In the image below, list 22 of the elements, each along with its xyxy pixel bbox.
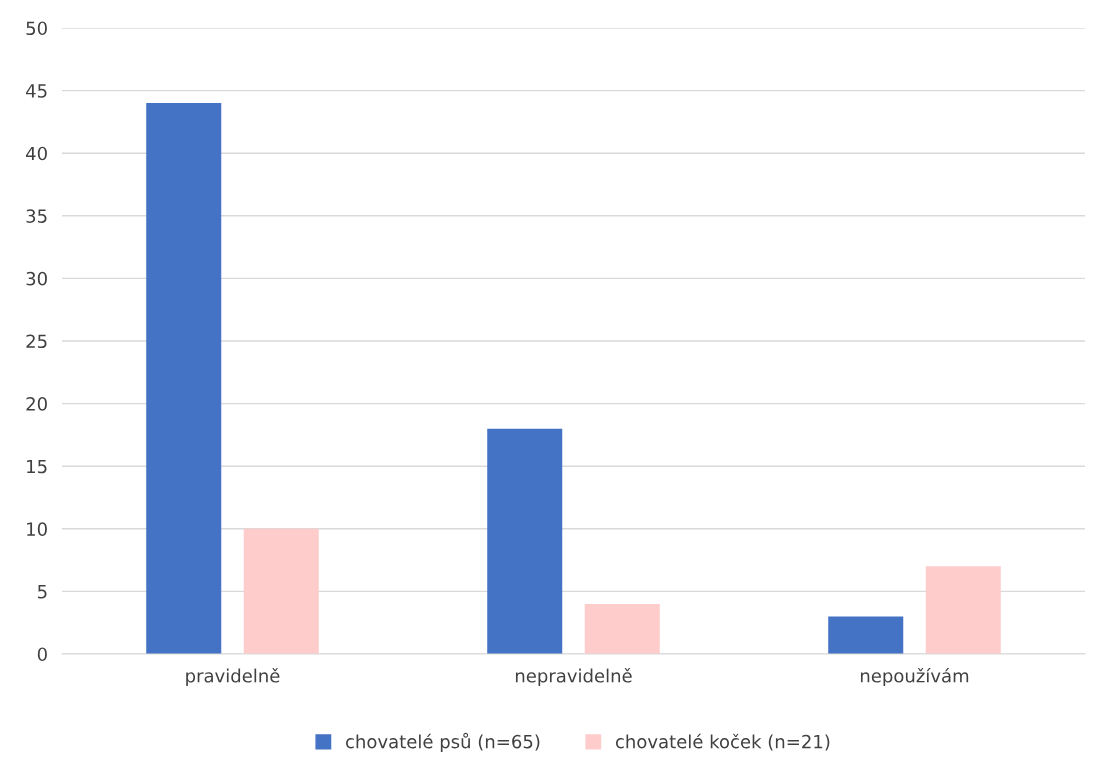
y-tick-label: 45 bbox=[26, 84, 47, 98]
y-tick-label: 25 bbox=[26, 334, 47, 349]
y-tick-label: 30 bbox=[26, 271, 47, 286]
x-tick-label: nepoužívám bbox=[860, 667, 969, 687]
y-tick-label: 10 bbox=[27, 522, 47, 536]
legend-label: chovatelé koček (n=21) bbox=[615, 733, 830, 751]
bar bbox=[828, 616, 904, 654]
x-tick-label: nepravidelně bbox=[515, 667, 632, 687]
y-tick-label: 35 bbox=[26, 209, 47, 223]
y-tick-label: 15 bbox=[27, 459, 47, 474]
y-tick-label: 50 bbox=[26, 21, 47, 36]
y-tick-label: 5 bbox=[38, 585, 47, 599]
y-tick-label: 20 bbox=[26, 397, 47, 411]
bar bbox=[243, 528, 319, 654]
legend-label: chovatelé psů (n=65) bbox=[346, 732, 540, 752]
bar bbox=[146, 103, 222, 654]
y-tick-label: 0 bbox=[37, 647, 47, 662]
y-tick-label: 40 bbox=[26, 146, 47, 161]
bar bbox=[584, 603, 660, 654]
bar bbox=[925, 566, 1001, 654]
bar bbox=[487, 428, 563, 654]
x-tick-label: pravidelně bbox=[186, 667, 280, 687]
